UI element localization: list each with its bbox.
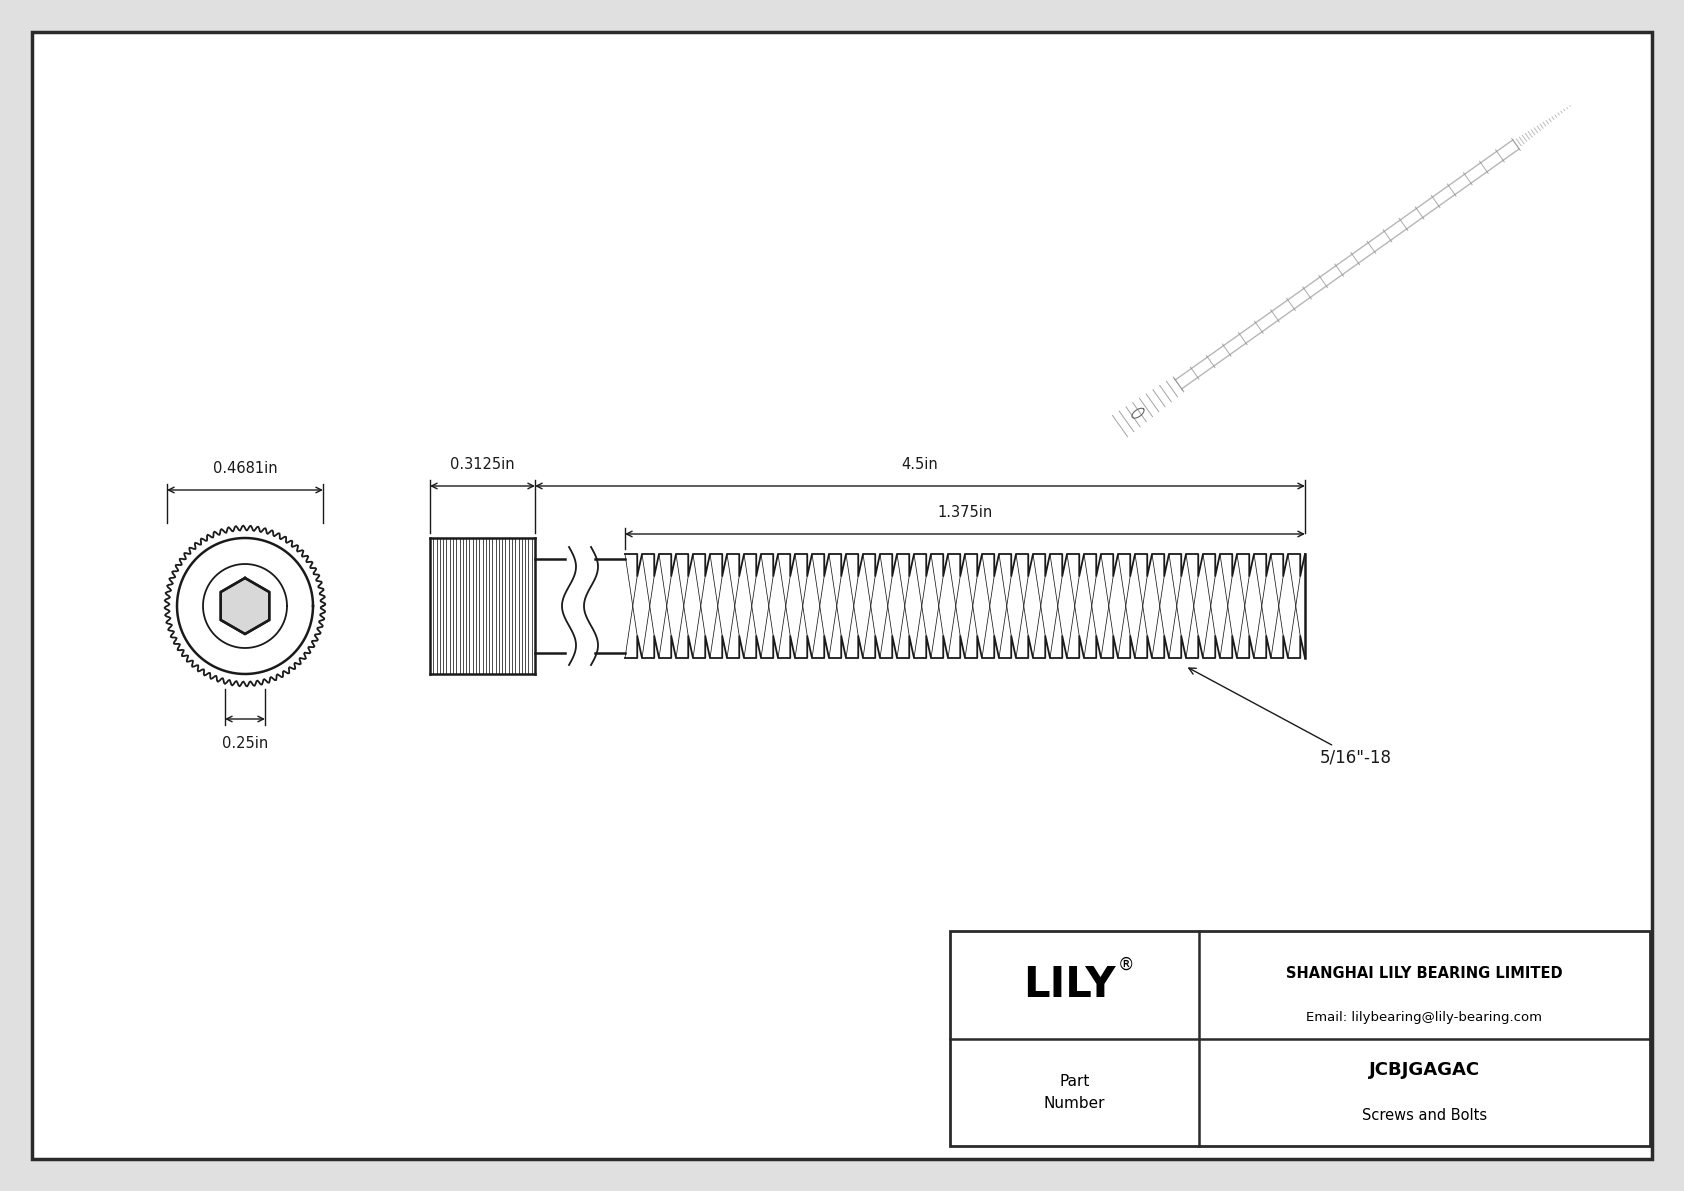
Text: 4.5in: 4.5in (901, 457, 938, 472)
Text: SHANGHAI LILY BEARING LIMITED: SHANGHAI LILY BEARING LIMITED (1287, 967, 1563, 981)
Text: 5/16"-18: 5/16"-18 (1189, 668, 1393, 767)
Polygon shape (221, 578, 269, 634)
Text: Email: lilybearing@lily-bearing.com: Email: lilybearing@lily-bearing.com (1307, 1010, 1543, 1023)
Text: ®: ® (1118, 955, 1135, 974)
Text: Part
Number: Part Number (1044, 1073, 1105, 1111)
Text: 0.4681in: 0.4681in (212, 461, 278, 476)
Text: LILY: LILY (1022, 964, 1115, 1005)
Text: JCBJGAGAC: JCBJGAGAC (1369, 1061, 1480, 1079)
Text: 0.3125in: 0.3125in (450, 457, 515, 472)
Bar (950, 931, 1650, 1146)
Text: Screws and Bolts: Screws and Bolts (1362, 1109, 1487, 1123)
Text: 1.375in: 1.375in (938, 505, 992, 520)
Text: 0.25in: 0.25in (222, 736, 268, 752)
